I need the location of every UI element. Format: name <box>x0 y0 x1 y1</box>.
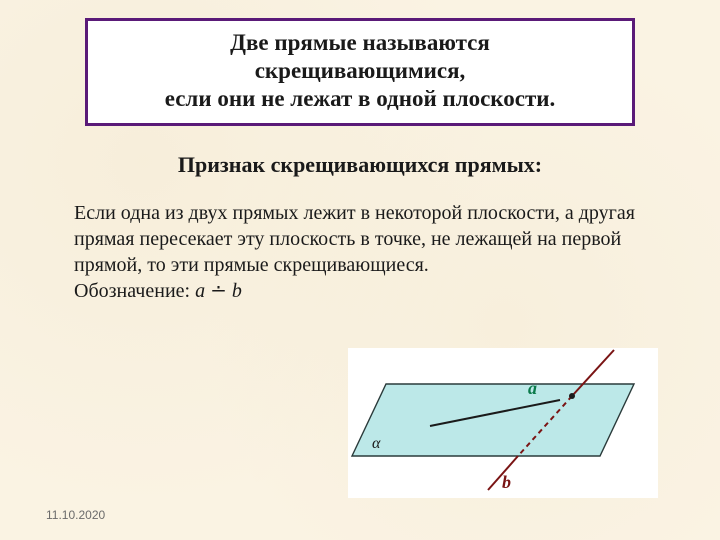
label-b: b <box>502 472 511 492</box>
intersection-point <box>569 393 575 399</box>
slide-date: 11.10.2020 <box>46 508 105 522</box>
label-alpha: α <box>372 435 381 452</box>
criterion-text: Если одна из двух прямых лежит в некотор… <box>74 200 654 304</box>
label-a: a <box>528 378 537 398</box>
criterion-paragraph: Если одна из двух прямых лежит в некотор… <box>74 202 635 276</box>
definition-box: Две прямые называются скрещивающимися, е… <box>85 18 635 126</box>
skew-lines-diagram: a b α <box>348 348 658 498</box>
notation-label: Обозначение: <box>74 280 195 302</box>
notation-b: b <box>232 280 242 302</box>
title-line-3: если они не лежат в одной плоскости. <box>106 85 614 113</box>
notation-a: a <box>195 280 205 302</box>
title-line-2: скрещивающимися, <box>106 57 614 85</box>
notation-symbol: ∸ <box>205 280 232 302</box>
title-line-1: Две прямые называются <box>106 29 614 57</box>
criterion-heading: Признак скрещивающихся прямых: <box>0 152 720 178</box>
plane-alpha <box>352 384 634 456</box>
